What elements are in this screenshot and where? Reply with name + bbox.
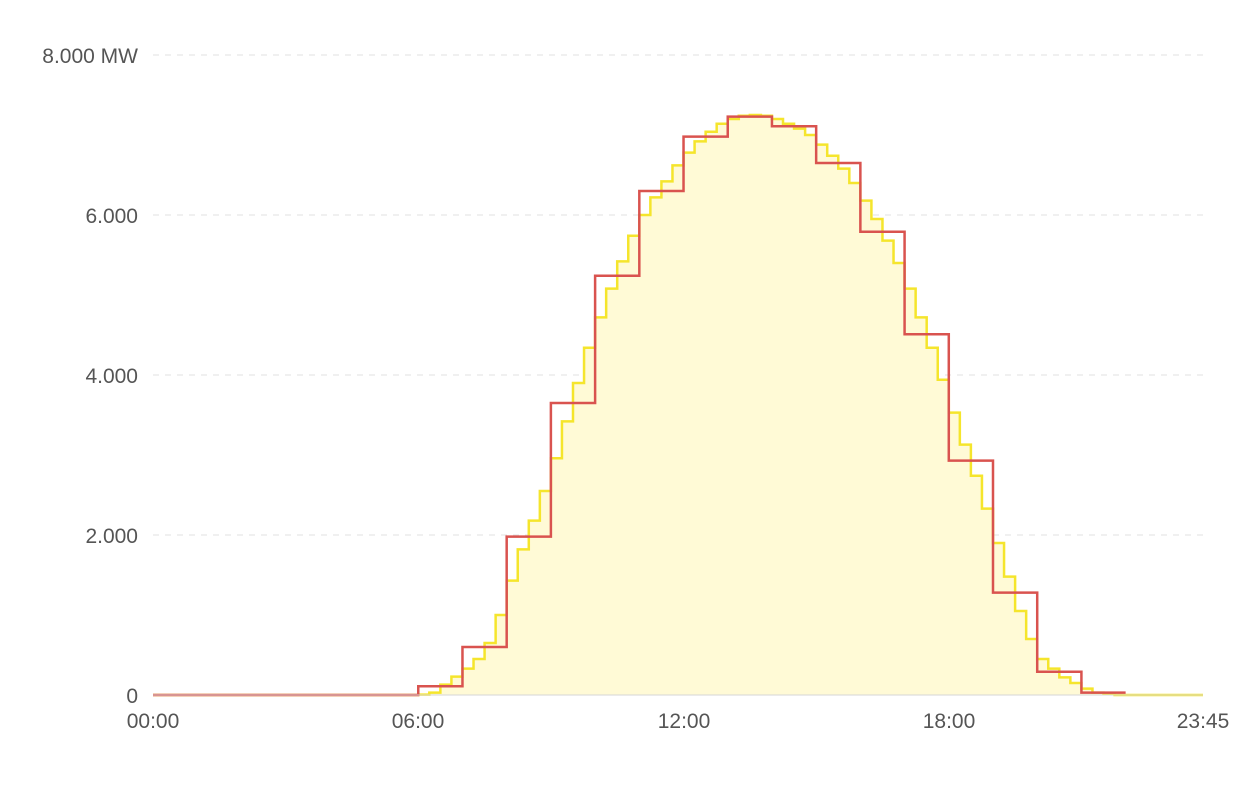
hourly-series-line: [153, 115, 1126, 697]
x-tick-label: 23:45: [1177, 710, 1230, 733]
y-tick-label: 8.000 MW: [42, 45, 138, 68]
x-tick-label: 06:00: [392, 710, 445, 733]
x-tick-label: 00:00: [127, 710, 180, 733]
quarter-hour-area: [153, 115, 1203, 695]
y-tick-label: 0: [126, 685, 138, 708]
x-tick-labels: 00:00 06:00 12:00 18:00 23:45: [127, 710, 1230, 733]
y-tick-label: 6.000: [85, 205, 138, 228]
x-tick-label: 18:00: [923, 710, 976, 733]
y-tick-label: 2.000: [85, 525, 138, 548]
y-tick-labels: 0 2.000 4.000 6.000 8.000 MW: [42, 45, 138, 708]
y-tick-label: 4.000: [85, 365, 138, 388]
series-lines: [153, 113, 1203, 697]
x-tick-label: 12:00: [658, 710, 711, 733]
quarter-hour-fill: [153, 115, 1203, 695]
